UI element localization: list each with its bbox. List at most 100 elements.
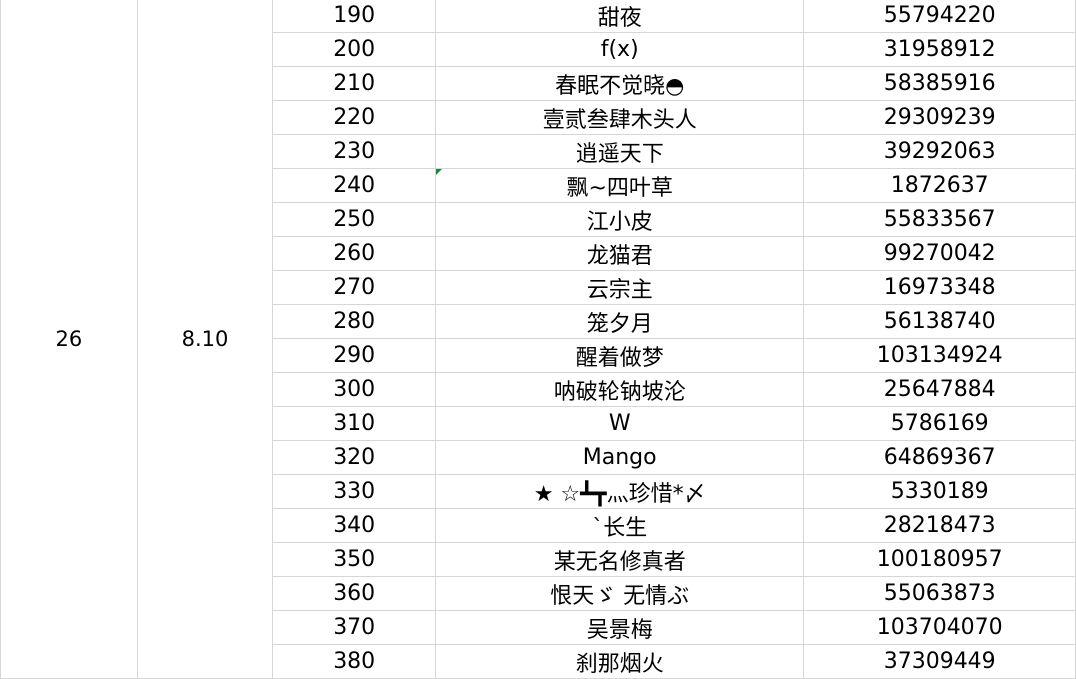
rank-cell[interactable]: 370	[272, 610, 436, 645]
rank-cell-text: 250	[333, 207, 376, 232]
name-cell-text: 飘~四叶草	[566, 175, 673, 201]
id-cell[interactable]: 55833567	[803, 202, 1076, 237]
rank-cell[interactable]: 260	[272, 236, 436, 271]
rank-cell-text: 310	[333, 411, 376, 436]
id-cell[interactable]: 5786169	[803, 406, 1076, 441]
rank-cell[interactable]: 320	[272, 440, 436, 475]
name-cell-text: 江小皮	[586, 209, 653, 235]
rank-cell-text: 320	[333, 445, 376, 470]
name-cell[interactable]: 江小皮	[434, 202, 805, 237]
id-cell[interactable]: 56138740	[803, 304, 1076, 339]
name-cell[interactable]: 笼夕月	[434, 304, 805, 339]
name-cell-text: Mango	[582, 445, 657, 470]
id-cell[interactable]: 31958912	[803, 32, 1076, 67]
name-cell[interactable]: 龙猫君	[434, 236, 805, 271]
table-row: 360 恨天ゞ 无情ぶ 55063873	[1, 576, 1076, 611]
rank-cell[interactable]: 220	[272, 100, 436, 135]
table-row: 280 笼夕月 56138740	[1, 304, 1076, 339]
id-cell-text: 31958912	[883, 37, 996, 62]
id-cell[interactable]: 39292063	[803, 134, 1076, 169]
id-cell[interactable]: 29309239	[803, 100, 1076, 135]
id-cell[interactable]: 58385916	[803, 66, 1076, 101]
id-cell[interactable]: 16973348	[803, 270, 1076, 305]
name-cell[interactable]: f(x)	[434, 32, 805, 67]
table-row: 290 醒着做梦 103134924	[1, 338, 1076, 373]
rank-cell[interactable]: 230	[272, 134, 436, 169]
name-cell[interactable]: 某无名修真者	[434, 542, 805, 577]
rank-cell[interactable]: 380	[272, 644, 436, 679]
rank-cell[interactable]: 280	[272, 304, 436, 339]
id-cell[interactable]: 5330189	[803, 474, 1076, 509]
id-cell[interactable]: 103134924	[803, 338, 1076, 373]
name-cell[interactable]: `长生	[434, 508, 805, 543]
name-cell[interactable]: 醒着做梦	[434, 338, 805, 373]
rank-cell-text: 370	[333, 615, 376, 640]
id-cell[interactable]: 55794220	[803, 0, 1076, 33]
id-cell-text: 39292063	[883, 139, 996, 164]
name-cell[interactable]: 逍遥天下	[434, 134, 805, 169]
id-cell-text: 1872637	[890, 173, 989, 198]
group-number-cell[interactable]: 26	[0, 0, 138, 679]
rank-cell-text: 190	[333, 3, 376, 28]
table-row: 240 飘~四叶草 1872637	[1, 168, 1076, 203]
group-date-cell[interactable]: 8.10	[136, 0, 274, 679]
table-row: 250 江小皮 55833567	[1, 202, 1076, 237]
rank-cell-text: 340	[333, 513, 376, 538]
rank-cell[interactable]: 240	[272, 168, 436, 203]
id-cell-text: 28218473	[883, 513, 996, 538]
name-cell[interactable]: 恨天ゞ 无情ぶ	[434, 576, 805, 611]
id-cell-text: 103704070	[876, 615, 1003, 640]
rank-cell[interactable]: 300	[272, 372, 436, 407]
rank-cell[interactable]: 350	[272, 542, 436, 577]
id-cell[interactable]: 37309449	[803, 644, 1076, 679]
name-cell[interactable]: 云宗主	[434, 270, 805, 305]
id-cell-text: 55833567	[883, 207, 996, 232]
id-cell[interactable]: 64869367	[803, 440, 1076, 475]
rank-cell[interactable]: 200	[272, 32, 436, 67]
rank-cell-text: 220	[333, 105, 376, 130]
name-cell-text: f(x)	[600, 37, 639, 62]
name-cell[interactable]: 甜夜	[434, 0, 805, 33]
name-cell[interactable]: W	[434, 406, 805, 441]
name-cell[interactable]: 吴景梅	[434, 610, 805, 645]
id-cell[interactable]: 100180957	[803, 542, 1076, 577]
rank-cell[interactable]: 360	[272, 576, 436, 611]
table-row: 320 Mango 64869367	[1, 440, 1076, 475]
id-cell[interactable]: 25647884	[803, 372, 1076, 407]
name-cell[interactable]: Mango	[434, 440, 805, 475]
name-cell[interactable]: 春眠不觉晓◓	[434, 66, 805, 101]
rank-cell[interactable]: 210	[272, 66, 436, 101]
table-row: 270 云宗主 16973348	[1, 270, 1076, 305]
name-cell[interactable]: 刹那烟火	[434, 644, 805, 679]
name-cell-text: 呐破轮钠坡沦	[553, 379, 686, 405]
id-cell[interactable]: 55063873	[803, 576, 1076, 611]
id-cell[interactable]: 28218473	[803, 508, 1076, 543]
name-cell[interactable]: 呐破轮钠坡沦	[434, 372, 805, 407]
id-cell[interactable]: 1872637	[803, 168, 1076, 203]
id-cell[interactable]: 103704070	[803, 610, 1076, 645]
name-cell[interactable]: 壹贰叁肆木头人	[434, 100, 805, 135]
name-cell-text: `长生	[592, 515, 648, 541]
rank-cell-text: 290	[333, 343, 376, 368]
name-cell-text: W	[608, 411, 631, 436]
id-cell[interactable]: 99270042	[803, 236, 1076, 271]
rank-cell[interactable]: 190	[272, 0, 436, 33]
rank-cell[interactable]: 250	[272, 202, 436, 237]
table-row: 370 吴景梅 103704070	[1, 610, 1076, 645]
id-cell-text: 25647884	[883, 377, 996, 402]
rank-cell[interactable]: 330	[272, 474, 436, 509]
name-cell-text: 壹贰叁肆木头人	[542, 107, 697, 133]
rank-cell[interactable]: 310	[272, 406, 436, 441]
name-cell-text: 某无名修真者	[553, 549, 686, 575]
name-cell-text: 醒着做梦	[575, 345, 664, 371]
rank-cell[interactable]: 290	[272, 338, 436, 373]
name-cell-text: 甜夜	[597, 5, 642, 31]
name-cell[interactable]: 飘~四叶草	[434, 168, 805, 203]
rank-cell[interactable]: 270	[272, 270, 436, 305]
table-row: 310 W 5786169	[1, 406, 1076, 441]
name-cell[interactable]: ★ ☆┻┳灬珍惜*〆	[434, 474, 805, 509]
rank-cell-text: 360	[333, 581, 376, 606]
rank-cell[interactable]: 340	[272, 508, 436, 543]
rank-cell-text: 270	[333, 275, 376, 300]
